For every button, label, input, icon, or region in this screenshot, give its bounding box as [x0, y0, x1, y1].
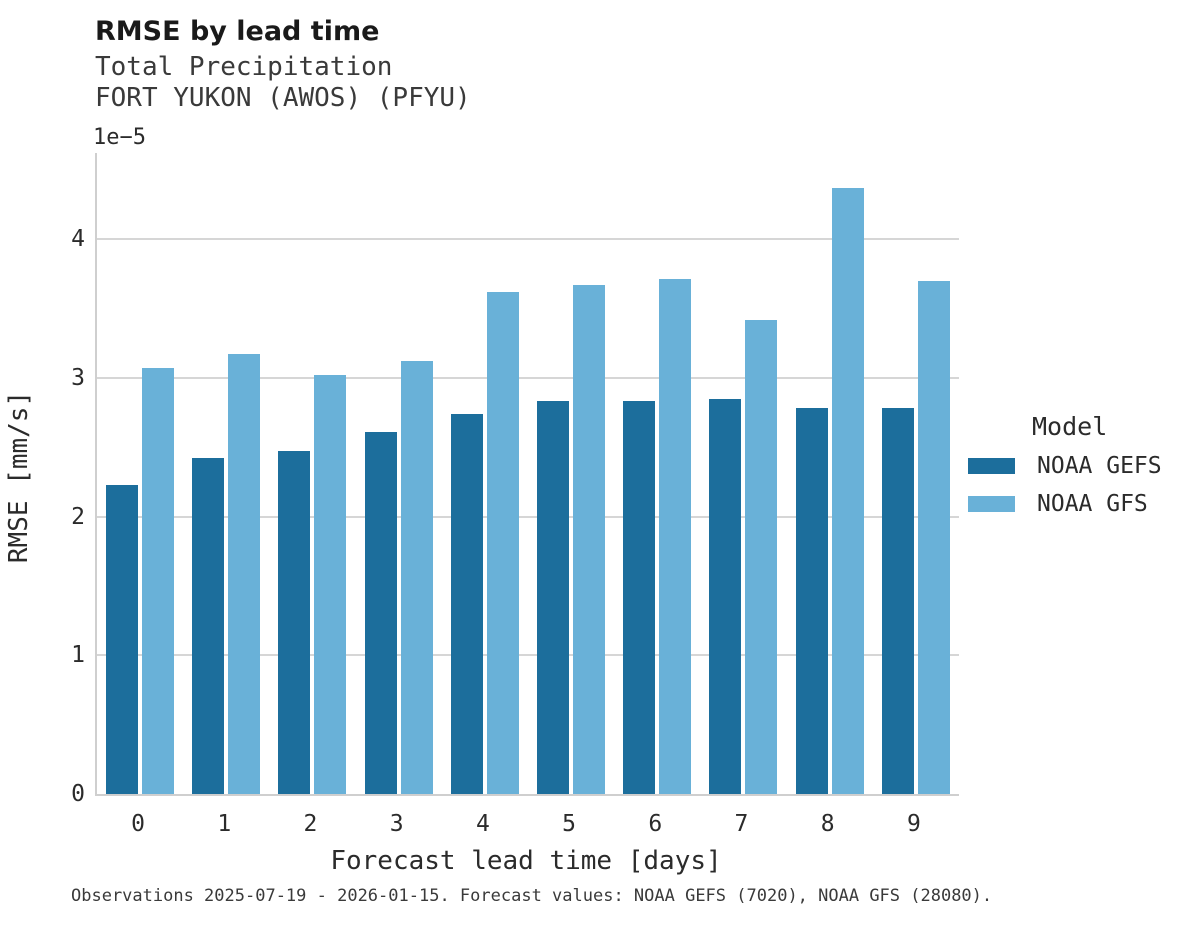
bar-group-6 — [614, 153, 700, 794]
y-tick-label-3: 3 — [71, 364, 85, 391]
bar-noaa-gefs-day6 — [623, 401, 656, 794]
legend: Model NOAA GEFS NOAA GFS — [968, 412, 1162, 529]
bar-noaa-gefs-day5 — [537, 401, 570, 794]
bar-noaa-gefs-day2 — [278, 451, 311, 794]
bar-group-3 — [356, 153, 442, 794]
y-tick-label-0: 0 — [71, 781, 85, 807]
x-tick-label-1: 1 — [217, 811, 232, 837]
y-axis-title: RMSE [mm/s] — [4, 390, 34, 564]
y-tick-label-2: 2 — [71, 503, 85, 530]
bar-group-7 — [700, 153, 786, 794]
bar-group-8 — [787, 153, 873, 794]
bar-group-2 — [269, 153, 355, 794]
chart-subtitle-variable: Total Precipitation — [95, 52, 393, 82]
x-tick-label-7: 7 — [734, 811, 749, 837]
legend-entry-gfs: NOAA GFS — [968, 491, 1162, 517]
bar-noaa-gfs-day2 — [314, 375, 347, 794]
bar-noaa-gfs-day1 — [228, 354, 261, 794]
x-tick-label-2: 2 — [303, 811, 318, 837]
x-tick-label-4: 4 — [475, 811, 490, 837]
bar-group-5 — [528, 153, 614, 794]
gridline-y1 — [97, 654, 959, 657]
bar-noaa-gfs-day5 — [573, 284, 606, 794]
legend-label-gfs: NOAA GFS — [1037, 491, 1148, 517]
legend-label-gefs: NOAA GEFS — [1037, 453, 1162, 479]
bar-noaa-gfs-day4 — [486, 291, 519, 794]
y-axis-offset-label: 1e−5 — [93, 125, 146, 150]
gridline-y2 — [97, 515, 959, 518]
x-tick-label-5: 5 — [562, 811, 577, 837]
gridline-y4 — [97, 238, 959, 241]
legend-swatch-gfs — [968, 496, 1015, 512]
bar-noaa-gefs-day4 — [450, 413, 483, 794]
chart-subtitle-station: FORT YUKON (AWOS) (PFYU) — [95, 83, 471, 113]
bar-noaa-gfs-day3 — [400, 361, 433, 794]
y-tick-label-4: 4 — [71, 226, 85, 253]
x-tick-label-8: 8 — [820, 811, 835, 837]
x-axis-title: Forecast lead time [days] — [330, 846, 722, 876]
bar-noaa-gefs-day1 — [192, 458, 225, 794]
bar-noaa-gefs-day7 — [709, 398, 742, 794]
plot-area — [95, 153, 959, 796]
legend-entry-gefs: NOAA GEFS — [968, 453, 1162, 479]
footer-caption: Observations 2025-07-19 - 2026-01-15. Fo… — [71, 886, 993, 906]
legend-swatch-gefs — [968, 458, 1015, 474]
bar-noaa-gefs-day3 — [364, 431, 397, 794]
bar-noaa-gfs-day7 — [745, 319, 778, 794]
bar-noaa-gefs-day8 — [795, 408, 828, 794]
bar-group-4 — [442, 153, 528, 794]
bar-noaa-gfs-day9 — [917, 280, 950, 794]
y-tick-label-1: 1 — [71, 642, 85, 669]
bar-noaa-gfs-day0 — [142, 368, 175, 794]
x-tick-label-0: 0 — [131, 811, 146, 837]
bar-group-9 — [873, 153, 959, 794]
legend-title: Model — [1032, 412, 1108, 441]
x-tick-label-9: 9 — [906, 811, 921, 837]
bar-noaa-gefs-day0 — [106, 484, 139, 794]
bar-noaa-gfs-day8 — [831, 187, 864, 794]
bar-group-1 — [183, 153, 269, 794]
x-tick-label-3: 3 — [389, 811, 404, 837]
chart-title: RMSE by lead time — [95, 16, 380, 47]
gridline-y3 — [97, 376, 959, 379]
bar-group-0 — [97, 153, 183, 794]
bar-noaa-gefs-day9 — [881, 408, 914, 794]
bar-noaa-gfs-day6 — [659, 279, 692, 794]
x-tick-label-6: 6 — [648, 811, 663, 837]
